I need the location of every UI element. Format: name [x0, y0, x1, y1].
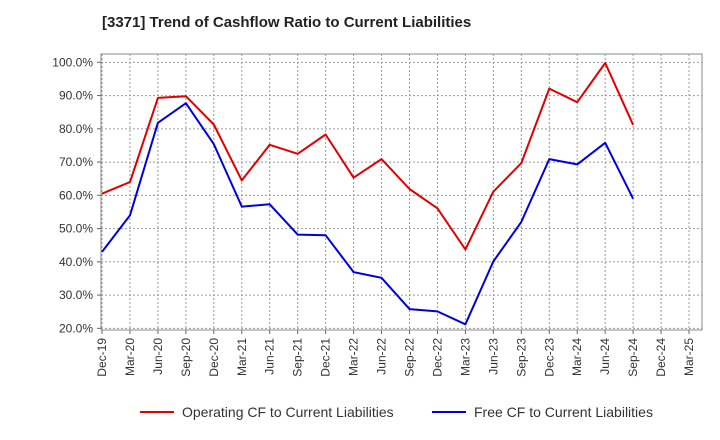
- x-tick-label: Jun-24: [598, 338, 612, 375]
- y-tick-label: 90.0%: [59, 89, 93, 103]
- x-tick-label: Jun-23: [486, 338, 500, 375]
- legend-swatch-operating: [140, 411, 174, 413]
- legend-label-free: Free CF to Current Liabilities: [474, 404, 653, 420]
- x-tick-label: Mar-20: [123, 338, 137, 376]
- plot-area-border: [100, 53, 703, 331]
- y-tick-label: 60.0%: [59, 188, 93, 202]
- y-tick-label: 40.0%: [59, 255, 93, 269]
- y-tick-label: 100.0%: [52, 55, 93, 69]
- x-tick-label: Mar-22: [347, 338, 361, 376]
- x-tick-label: Dec-20: [207, 338, 221, 377]
- x-axis-ticks: Dec-19 Mar-20 Jun-20 Sep-20 Dec-20 Mar-21 Jun-…: [95, 330, 696, 377]
- x-tick-label: Sep-24: [626, 338, 640, 377]
- legend-swatch-free: [432, 411, 466, 413]
- x-tick-label: Dec-23: [542, 338, 556, 377]
- legend-item-operating: Operating CF to Current Liabilities: [140, 404, 394, 420]
- series-line-free-cf: [101, 102, 634, 326]
- x-tick-label: Jun-21: [263, 338, 277, 375]
- x-tick-label: Jun-20: [151, 338, 165, 375]
- x-tick-label: Sep-22: [402, 338, 416, 377]
- x-tick-label: Sep-21: [291, 338, 305, 377]
- x-tick-label: Mar-23: [458, 338, 472, 376]
- y-tick-label: 20.0%: [59, 321, 93, 335]
- y-tick-label: 80.0%: [59, 122, 93, 136]
- y-tick-label: 30.0%: [59, 288, 93, 302]
- y-axis-ticks: 100.0% 90.0% 80.0% 70.0% 60.0% 50.0% 40.0% 30.0…: [52, 55, 101, 335]
- series-lines: [101, 62, 635, 326]
- x-tick-label: Mar-24: [570, 338, 584, 376]
- y-tick-label: 70.0%: [59, 155, 93, 169]
- grid-lines: [101, 54, 702, 330]
- x-tick-label: Dec-22: [430, 338, 444, 377]
- chart-title: [3371] Trend of Cashflow Ratio to Curren…: [102, 14, 472, 31]
- x-tick-label: Jun-22: [375, 338, 389, 375]
- legend-label-operating: Operating CF to Current Liabilities: [182, 404, 394, 420]
- series-line-operating-cf: [101, 62, 635, 251]
- legend-item-free: Free CF to Current Liabilities: [432, 404, 653, 420]
- x-tick-label: Sep-20: [179, 338, 193, 377]
- x-tick-label: Dec-24: [654, 338, 668, 377]
- x-tick-label: Dec-19: [95, 338, 109, 377]
- x-tick-label: Sep-23: [514, 338, 528, 377]
- x-tick-label: Dec-21: [319, 338, 333, 377]
- x-tick-label: Mar-21: [235, 338, 249, 376]
- y-tick-label: 50.0%: [59, 222, 93, 236]
- legend: Operating CF to Current Liabilities Free…: [0, 404, 720, 428]
- x-tick-label: Mar-25: [682, 338, 696, 376]
